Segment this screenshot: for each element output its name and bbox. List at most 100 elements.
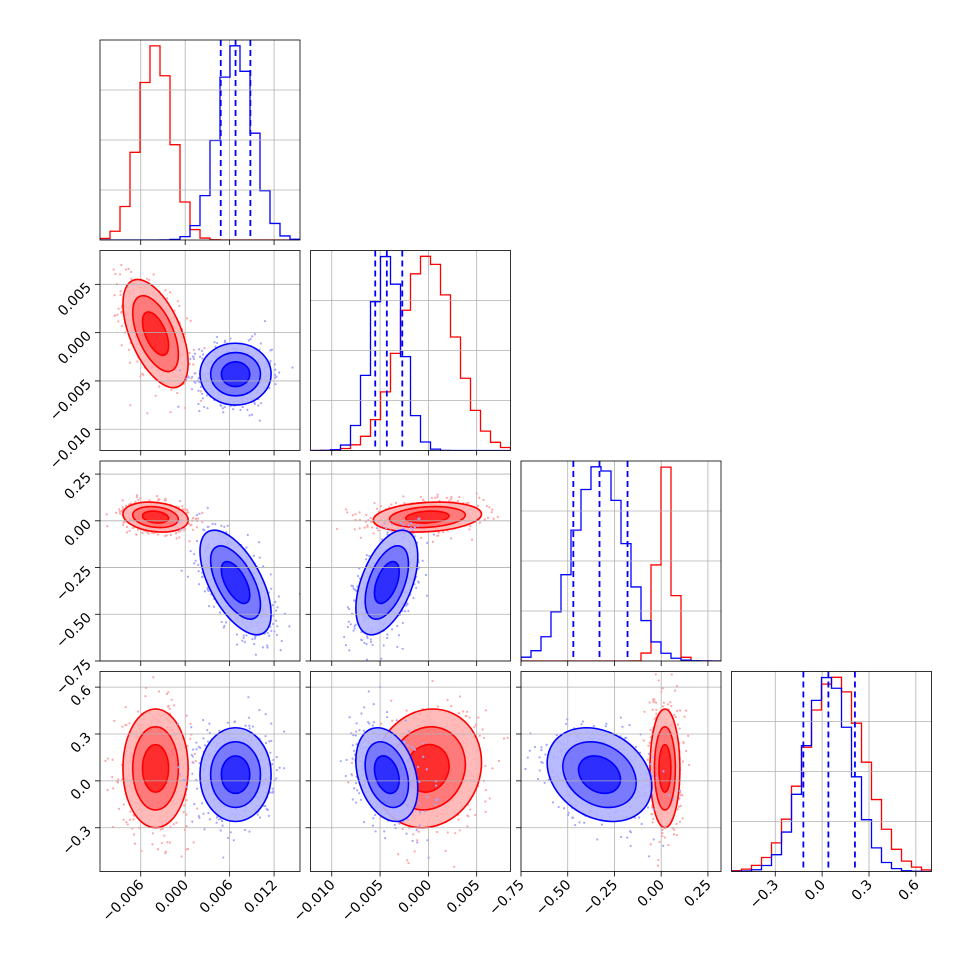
sample-point [203,744,207,747]
sample-point [385,526,388,530]
sample-point [104,759,107,763]
tick-label-x: −0.006 [100,877,148,925]
sample-point [198,816,201,819]
sample-point [496,515,499,519]
sample-point [194,559,197,562]
sample-point [434,496,437,499]
sample-point [146,277,149,280]
sample-point [248,414,251,417]
sample-point [207,604,211,608]
sample-point [129,404,132,407]
sample-point [430,496,434,500]
sample-point [406,602,409,605]
sample-point [346,511,349,514]
sample-point [274,609,278,612]
sample-point [266,646,269,649]
sample-point [288,625,291,628]
sample-point [193,803,196,806]
tick-label-y: −0.25 [53,563,95,605]
sample-point [482,498,485,501]
panel-2-1 [305,460,511,666]
sample-point [368,555,371,558]
sample-point [191,516,195,520]
sample-point [206,506,209,510]
sample-point [348,649,351,652]
sample-point [89,262,91,264]
sample-point [243,641,246,644]
sample-point [151,832,155,835]
sample-point [197,563,200,567]
sample-point [476,504,480,507]
sample-point [201,802,204,805]
sample-point [242,634,245,637]
sample-point [194,517,197,520]
sample-point [189,319,192,322]
sample-point [152,676,155,679]
sample-point [343,635,346,639]
sample-point [485,504,489,508]
sample-point [189,737,192,740]
sample-point [188,540,191,543]
sample-point [390,503,393,506]
sample-point [121,506,124,509]
sample-point [275,375,278,378]
sample-point [399,522,402,525]
sample-point [177,521,180,524]
sample-point [164,289,167,292]
sample-point [203,828,206,831]
sample-point [122,818,125,821]
sample-point [130,277,133,281]
sample-point [345,508,348,511]
sample-point [469,525,472,528]
sample-point [416,524,419,527]
sample-point [172,704,176,707]
sample-point [335,527,339,531]
histogram-step [521,466,721,661]
sample-point [382,644,385,647]
sample-point [220,404,223,408]
sample-point [151,843,154,846]
sample-point [271,787,274,790]
sample-point [105,513,108,516]
sample-point [254,653,257,656]
sample-point [136,710,140,713]
sample-point [136,360,139,363]
sample-point [271,622,274,626]
sample-point [164,499,167,502]
sample-point [199,385,203,389]
sample-point [253,643,256,646]
sample-point [431,540,435,543]
sample-point [175,821,178,824]
panel-frame [99,460,301,662]
sample-point [201,520,204,524]
sample-point [373,501,376,505]
sample-point [117,320,120,323]
sample-point [279,648,282,652]
sample-point [417,580,420,583]
sample-point [226,524,229,527]
sample-point [119,290,122,293]
density-fill [221,561,250,604]
tick-label-y: −0.50 [53,610,95,652]
sample-point [347,620,350,623]
sample-point [271,604,274,607]
sample-point [197,517,200,520]
sample-point [168,841,172,844]
sample-point [118,512,122,515]
sample-point [170,698,173,701]
tick-label-y: −0.010 [47,425,95,473]
contour-line [141,311,170,357]
sample-point [155,495,159,498]
panel-3-0: −0.006 0.000 0.006 0.012−0.30.00.30.6 [59,671,301,925]
sample-point [199,399,203,402]
sample-point [369,638,372,641]
sample-point [201,353,205,356]
sample-point [364,663,366,665]
contour-line [131,294,180,373]
sample-point [185,799,188,802]
sample-point [351,584,355,588]
sample-point [245,634,248,637]
sample-point [274,383,277,386]
sample-point [403,610,407,613]
sample-point [275,619,278,622]
